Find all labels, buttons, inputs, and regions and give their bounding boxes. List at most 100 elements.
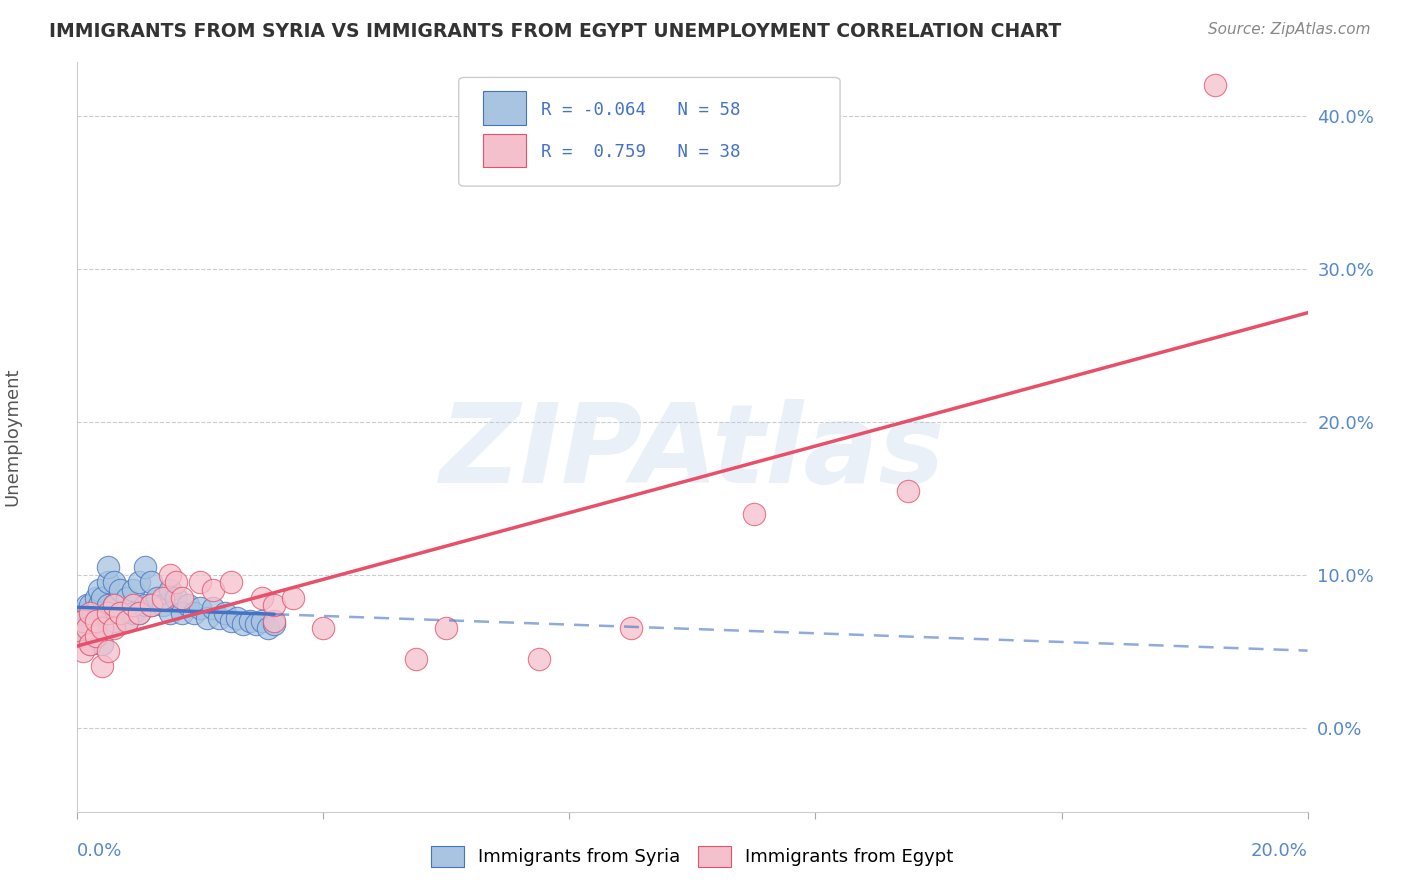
Point bbox=[170, 606, 193, 620]
Point bbox=[90, 636, 114, 650]
Point bbox=[79, 636, 101, 650]
Point bbox=[79, 599, 101, 613]
Point bbox=[141, 575, 163, 590]
Point bbox=[239, 614, 262, 628]
Point bbox=[103, 621, 125, 635]
Point bbox=[141, 599, 163, 613]
Point bbox=[90, 659, 114, 673]
Point bbox=[263, 616, 285, 631]
Point bbox=[405, 652, 427, 666]
Point bbox=[97, 599, 120, 613]
Point bbox=[1204, 78, 1226, 93]
Point bbox=[134, 560, 156, 574]
Point bbox=[245, 616, 267, 631]
Point bbox=[281, 591, 304, 605]
Point bbox=[226, 610, 249, 624]
Point bbox=[165, 591, 187, 605]
Point bbox=[103, 599, 125, 613]
Point bbox=[165, 575, 187, 590]
Point bbox=[76, 599, 98, 613]
Point bbox=[527, 652, 550, 666]
Point bbox=[110, 606, 132, 620]
Point bbox=[82, 621, 104, 635]
Point bbox=[79, 636, 101, 650]
Point bbox=[152, 591, 174, 605]
Point bbox=[72, 621, 94, 635]
Point bbox=[72, 644, 94, 658]
Point bbox=[79, 614, 101, 628]
Point bbox=[72, 606, 94, 620]
Point bbox=[128, 606, 150, 620]
Point bbox=[103, 575, 125, 590]
Point bbox=[263, 599, 285, 613]
Point bbox=[159, 606, 181, 620]
Point bbox=[177, 599, 200, 613]
Point bbox=[128, 575, 150, 590]
Point bbox=[170, 591, 193, 605]
FancyBboxPatch shape bbox=[484, 91, 526, 125]
Point bbox=[82, 606, 104, 620]
Point bbox=[97, 560, 120, 574]
Point bbox=[188, 575, 212, 590]
Point bbox=[115, 614, 138, 628]
Point bbox=[263, 614, 285, 628]
Point bbox=[110, 606, 132, 620]
FancyBboxPatch shape bbox=[484, 134, 526, 168]
Point bbox=[97, 575, 120, 590]
Point bbox=[76, 621, 98, 635]
Point bbox=[121, 599, 143, 613]
Point bbox=[87, 582, 110, 597]
Point bbox=[121, 606, 143, 620]
Point bbox=[250, 614, 273, 628]
Point bbox=[72, 614, 94, 628]
Point bbox=[195, 610, 218, 624]
Point bbox=[69, 629, 91, 643]
Text: IMMIGRANTS FROM SYRIA VS IMMIGRANTS FROM EGYPT UNEMPLOYMENT CORRELATION CHART: IMMIGRANTS FROM SYRIA VS IMMIGRANTS FROM… bbox=[49, 22, 1062, 41]
Text: 0.0%: 0.0% bbox=[77, 842, 122, 860]
Point bbox=[219, 614, 242, 628]
Point bbox=[250, 591, 273, 605]
Text: Source: ZipAtlas.com: Source: ZipAtlas.com bbox=[1208, 22, 1371, 37]
Point bbox=[183, 606, 205, 620]
Point bbox=[90, 606, 114, 620]
Point bbox=[97, 644, 120, 658]
Text: 20.0%: 20.0% bbox=[1251, 842, 1308, 860]
Point bbox=[436, 621, 458, 635]
Point bbox=[134, 599, 156, 613]
Point bbox=[103, 614, 125, 628]
Point bbox=[84, 629, 107, 643]
Point bbox=[110, 582, 132, 597]
Point bbox=[742, 507, 765, 521]
FancyBboxPatch shape bbox=[458, 78, 841, 186]
Point bbox=[69, 614, 91, 628]
Point bbox=[257, 621, 280, 635]
Point bbox=[188, 601, 212, 615]
Point bbox=[897, 483, 920, 498]
Point bbox=[90, 591, 114, 605]
Point bbox=[115, 591, 138, 605]
Text: ZIPAtlas: ZIPAtlas bbox=[440, 399, 945, 506]
Legend: Immigrants from Syria, Immigrants from Egypt: Immigrants from Syria, Immigrants from E… bbox=[425, 838, 960, 874]
Point bbox=[152, 599, 174, 613]
Point bbox=[201, 601, 224, 615]
Point bbox=[312, 621, 335, 635]
Point bbox=[103, 599, 125, 613]
Point bbox=[620, 621, 643, 635]
Point bbox=[90, 621, 114, 635]
Point bbox=[84, 629, 107, 643]
Point bbox=[90, 621, 114, 635]
Text: R = -0.064   N = 58: R = -0.064 N = 58 bbox=[541, 101, 741, 119]
Point bbox=[79, 606, 101, 620]
Y-axis label: Unemployment: Unemployment bbox=[4, 368, 21, 507]
Point bbox=[214, 606, 236, 620]
Point bbox=[208, 610, 231, 624]
Point bbox=[87, 599, 110, 613]
Point bbox=[141, 599, 163, 613]
Text: R =  0.759   N = 38: R = 0.759 N = 38 bbox=[541, 144, 741, 161]
Point bbox=[146, 591, 169, 605]
Point bbox=[159, 582, 181, 597]
Point bbox=[219, 575, 242, 590]
Point bbox=[84, 614, 107, 628]
Point bbox=[76, 629, 98, 643]
Point bbox=[115, 614, 138, 628]
